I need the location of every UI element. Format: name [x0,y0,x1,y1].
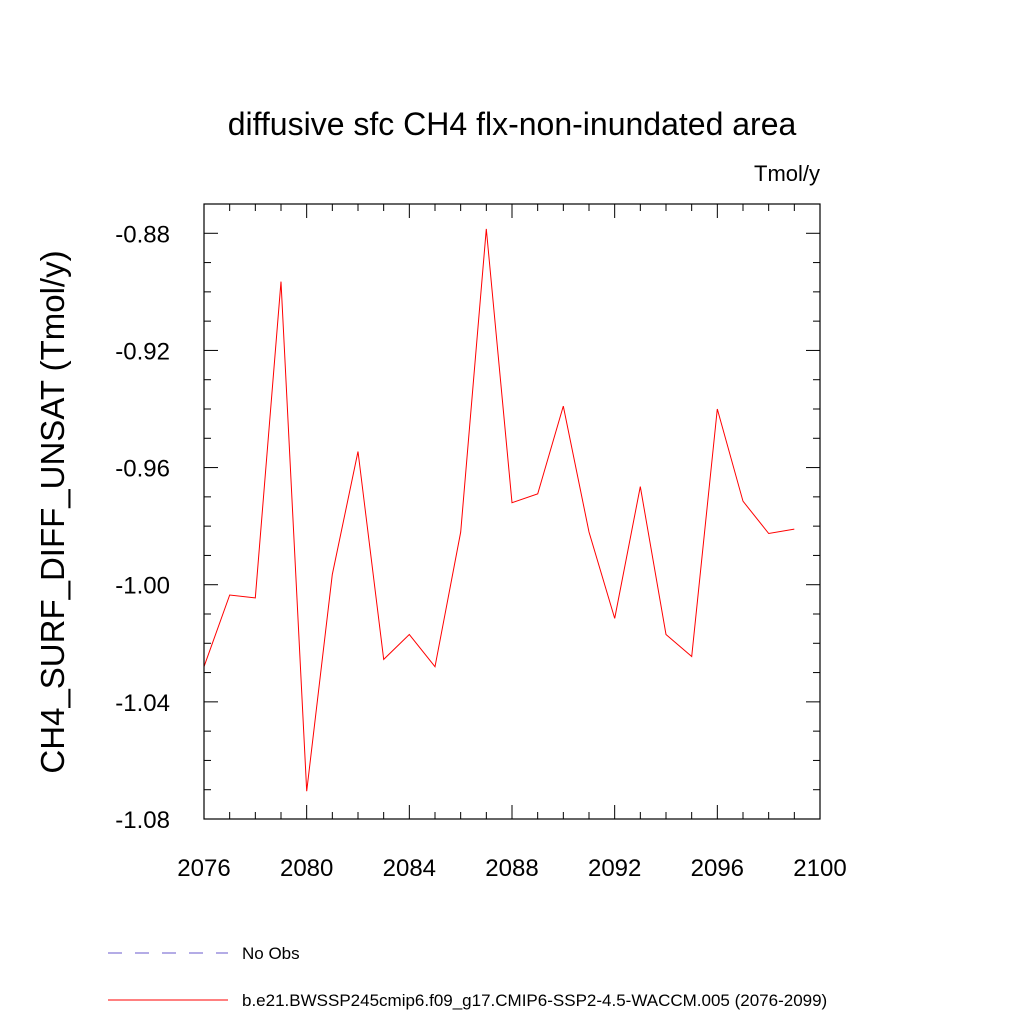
y-tick-label: -0.92 [115,338,170,365]
y-tick-label: -0.88 [115,221,170,248]
legend-label-no-obs: No Obs [242,944,300,963]
data-point [511,502,513,504]
data-series [203,228,795,792]
data-point [280,281,282,283]
data-point [639,486,641,488]
data-point [793,528,795,530]
x-tick-label: 2096 [691,855,744,882]
data-point [742,500,744,502]
data-point [460,531,462,533]
x-tick-label: 2080 [280,855,333,882]
axis-ticks [203,203,821,820]
data-point [614,617,616,619]
data-point [588,531,590,533]
data-point [254,597,256,599]
y-tick-label: -1.00 [115,573,170,600]
data-point [485,228,487,230]
x-tick-label: 2084 [383,855,436,882]
x-tick-label: 2088 [485,855,538,882]
units-label: Tmol/y [754,161,820,186]
data-point [691,655,693,657]
data-point [537,493,539,495]
data-point [768,532,770,534]
x-tick-label: 2076 [177,855,230,882]
chart-title: diffusive sfc CH4 flx-non-inundated area [228,106,797,142]
data-point [331,573,333,575]
plot-frame [203,203,821,820]
data-point [306,790,308,792]
y-tick-label: -1.08 [115,807,170,834]
y-tick-label: -0.96 [115,456,170,483]
data-point [434,666,436,668]
data-point [229,594,231,596]
data-point [562,405,564,407]
x-tick-label: 2100 [793,855,846,882]
data-point [357,450,359,452]
data-point [716,408,718,410]
data-point [408,634,410,636]
data-point [665,634,667,636]
series-line [203,228,795,792]
y-axis-label: CH4_SURF_DIFF_UNSAT (Tmol/y) [34,250,71,773]
x-tick-label: 2092 [588,855,641,882]
y-tick-label: -1.04 [115,690,170,717]
tick-labels: 2076 2080 2084 2088 2092 2096 2100 -0.88 -0.92 -0… [115,221,846,882]
legend-label-model: b.e21.BWSSP245cmip6.f09_g17.CMIP6-SSP2-4… [242,991,827,1010]
legend: No Obs b.e21.BWSSP245cmip6.f09_g17.CMIP6… [108,944,827,1010]
data-point [383,658,385,660]
